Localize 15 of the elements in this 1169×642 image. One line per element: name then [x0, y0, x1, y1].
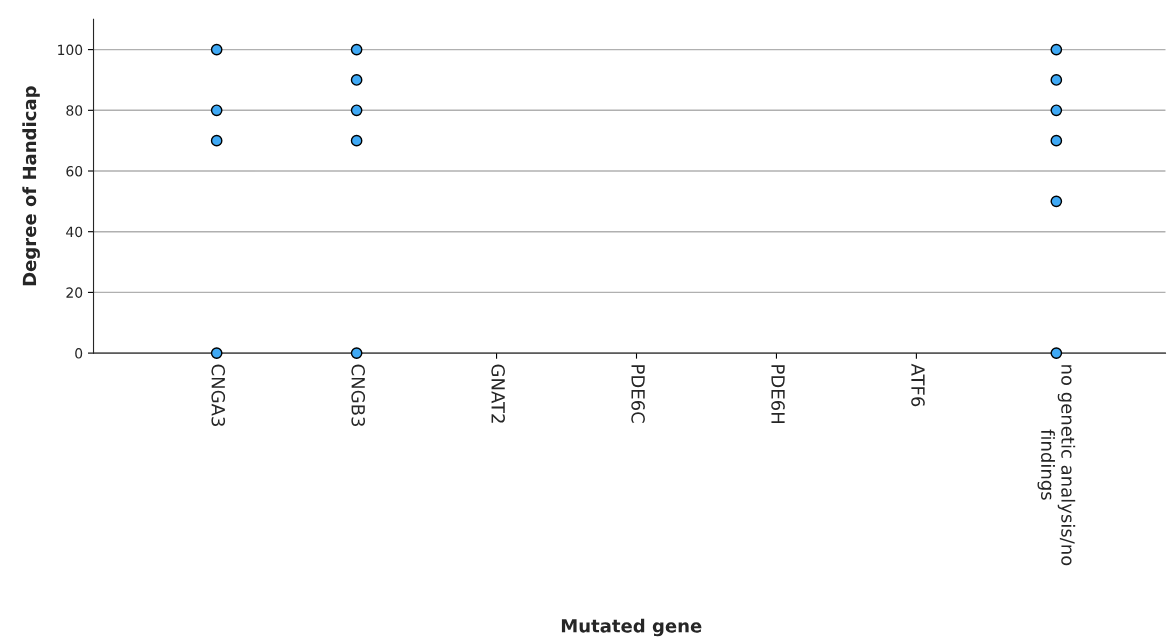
y-tick-label: 0: [75, 348, 83, 359]
x-axis-title: Mutated gene: [561, 618, 702, 637]
x-tick-label: GNAT2: [491, 364, 505, 423]
x-tick-label: CNGA3: [211, 364, 226, 427]
y-tick-label: 100: [58, 44, 83, 56]
x-tick-label: ATF6: [911, 363, 925, 407]
y-tick-label: 40: [66, 226, 83, 238]
y-tick-label: 60: [66, 165, 83, 177]
x-tick-label: CNGB3: [351, 364, 366, 427]
y-tick-label: 20: [66, 287, 83, 298]
x-tick-label: PDE6H: [771, 365, 785, 424]
x-tick-label: no genetic analysis/no findings: [1037, 365, 1076, 566]
y-tick-label: 80: [66, 105, 83, 116]
x-tick-label: PDE6C: [631, 365, 645, 423]
y-axis-title: Degree of Handicap: [22, 86, 40, 286]
